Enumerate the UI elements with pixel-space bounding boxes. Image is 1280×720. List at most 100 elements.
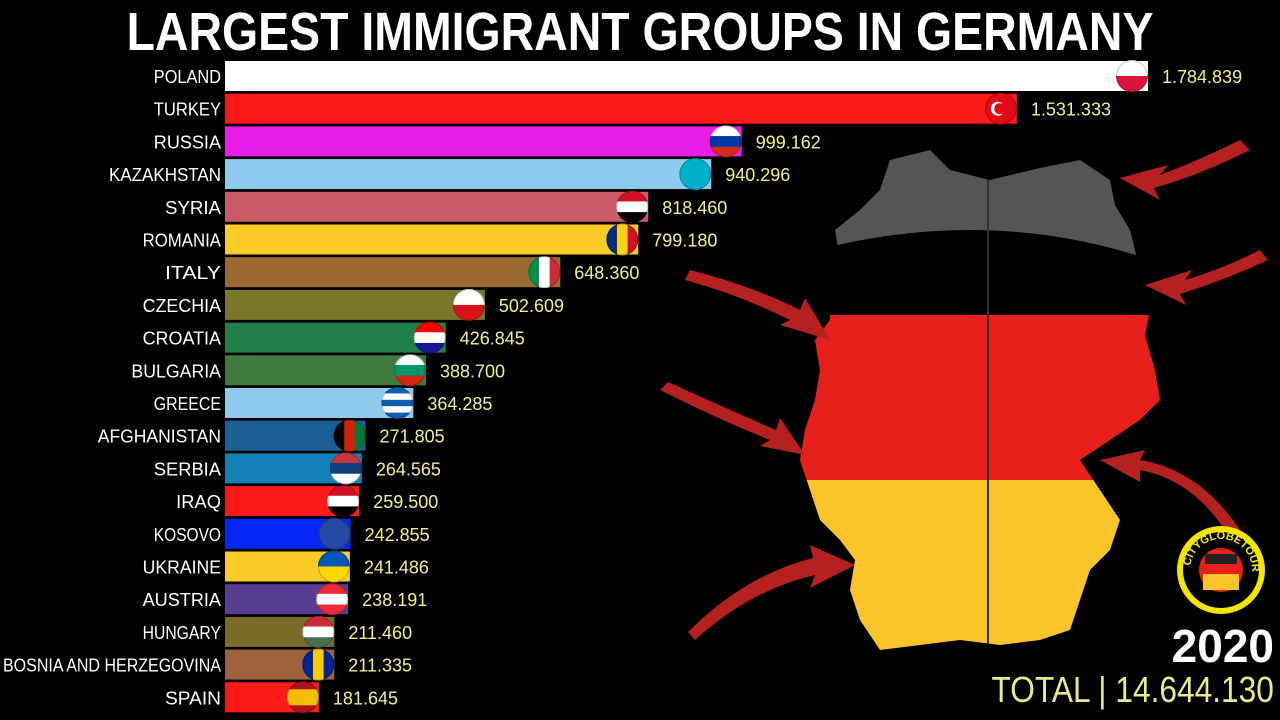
value-label: 502.609 [499, 296, 564, 316]
value-label: 364.285 [427, 394, 492, 414]
bar-row-hungary: HUNGARY 211.460 [143, 615, 412, 648]
bar-syria [225, 191, 649, 222]
category-label: KAZAKHSTAN [109, 165, 221, 185]
syria-flag-icon [616, 190, 649, 223]
category-label: ITALY [165, 263, 221, 283]
bar-italy [225, 257, 561, 288]
value-label: 181.645 [333, 688, 398, 708]
bar-row-kosovo: KOSOVO 242.855 [154, 517, 430, 550]
czechia-flag-icon [452, 288, 485, 321]
bar-row-italy: ITALY 648.360 [165, 256, 639, 289]
value-label: 388.700 [440, 361, 505, 381]
category-label: UKRAINE [143, 558, 221, 578]
category-label: RUSSIA [154, 132, 221, 152]
category-label: SPAIN [165, 688, 221, 708]
category-label: AFGHANISTAN [98, 427, 221, 447]
bar-row-bosnia-and-herzegovina: BOSNIA AND HERZEGOVINA 211.335 [3, 648, 412, 681]
value-label: 818.460 [662, 198, 727, 218]
romania-flag-icon [606, 223, 639, 256]
kazakhstan-flag-icon [679, 158, 712, 191]
russia-flag-icon [709, 125, 742, 158]
value-label: 238.191 [362, 590, 427, 610]
category-label: ROMANIA [143, 231, 221, 251]
value-label: 1.784.839 [1162, 67, 1242, 87]
value-label: 211.335 [348, 656, 412, 676]
arrow-west-upper [685, 270, 830, 340]
iraq-flag-icon [327, 485, 360, 518]
category-label: HUNGARY [143, 623, 221, 643]
cityglobetour-logo: CITYGLOBETOUR [1177, 526, 1265, 614]
bar-row-serbia: SERBIA 264.565 [154, 452, 441, 485]
greece-flag-icon [381, 387, 414, 419]
bar-poland [225, 61, 1148, 91]
bar-row-poland: POLAND 1.784.839 [154, 60, 1242, 92]
bar-row-croatia: CROATIA 426.845 [143, 321, 525, 354]
bar-row-russia: RUSSIA 999.162 [154, 125, 821, 158]
spain-flag-icon [286, 681, 319, 714]
value-label: 242.855 [365, 525, 430, 545]
arrow-north-east [1120, 140, 1250, 200]
hungary-flag-icon [302, 615, 335, 648]
bar-row-afghanistan: AFGHANISTAN 271.805 [98, 419, 445, 452]
category-label: KOSOVO [154, 525, 221, 545]
bar-croatia [225, 322, 446, 353]
bulgaria-flag-icon [394, 354, 427, 387]
ukraine-flag-icon [317, 550, 350, 583]
croatia-flag-icon [413, 321, 446, 354]
year-label: 2020 [1171, 620, 1274, 672]
poland-flag-icon [1116, 60, 1148, 92]
category-label: CZECHIA [143, 296, 221, 316]
bar-row-romania: ROMANIA 799.180 [143, 223, 717, 256]
value-label: 211.460 [348, 623, 412, 643]
category-label: BULGARIA [131, 361, 221, 381]
value-label: 271.805 [380, 427, 445, 447]
bosnia-flag-icon [302, 648, 335, 681]
bar-row-turkey: TURKEY 1.531.333 [154, 92, 1111, 125]
bar-row-spain: SPAIN 181.645 [165, 681, 398, 714]
bar-russia [225, 126, 742, 157]
value-label: 241.486 [364, 558, 429, 578]
arrow-west-middle [660, 382, 805, 455]
afghanistan-flag-icon [333, 419, 366, 452]
turkey-flag-icon [984, 92, 1017, 125]
category-label: BOSNIA AND HERZEGOVINA [3, 656, 221, 676]
total-label: TOTAL | 14.644.130 [991, 669, 1274, 710]
bar-row-greece: GREECE 364.285 [154, 387, 492, 419]
bar-row-bulgaria: BULGARIA 388.700 [131, 354, 505, 387]
category-label: AUSTRIA [143, 590, 221, 610]
bar-row-iraq: IRAQ 259.500 [176, 485, 438, 518]
category-label: TURKEY [154, 100, 221, 120]
category-label: IRAQ [176, 492, 221, 512]
value-label: 648.360 [574, 263, 639, 283]
value-label: 264.565 [376, 459, 441, 479]
bar-bulgaria [225, 355, 427, 386]
value-label: 799.180 [652, 231, 717, 251]
category-label: SYRIA [165, 198, 221, 218]
category-label: POLAND [154, 67, 221, 87]
value-label: 940.296 [725, 165, 790, 185]
value-label: 259.500 [373, 492, 438, 512]
arrow-south-west [688, 545, 855, 640]
category-label: GREECE [154, 394, 221, 414]
bar-romania [225, 224, 639, 255]
arrow-east-lower [1100, 450, 1240, 538]
chart-title: LARGEST IMMIGRANT GROUPS IN GERMANY [126, 2, 1154, 62]
bar-row-austria: AUSTRIA 238.191 [143, 583, 427, 616]
kosovo-flag-icon [318, 517, 351, 550]
bar-row-ukraine: UKRAINE 241.486 [143, 550, 429, 583]
bar-czechia [225, 289, 485, 320]
bar-row-czechia: CZECHIA 502.609 [143, 288, 564, 321]
bar-row-syria: SYRIA 818.460 [165, 190, 727, 223]
bar-kazakhstan [225, 159, 712, 190]
bar-row-kazakhstan: KAZAKHSTAN 940.296 [109, 158, 790, 191]
bar-turkey [225, 93, 1017, 124]
italy-flag-icon [528, 256, 561, 289]
austria-flag-icon [316, 583, 349, 616]
arrow-east-upper [1145, 250, 1268, 305]
value-label: 1.531.333 [1031, 100, 1111, 120]
value-label: 426.845 [460, 329, 525, 349]
category-label: CROATIA [143, 329, 221, 349]
category-label: SERBIA [154, 459, 221, 479]
value-label: 999.162 [756, 132, 821, 152]
